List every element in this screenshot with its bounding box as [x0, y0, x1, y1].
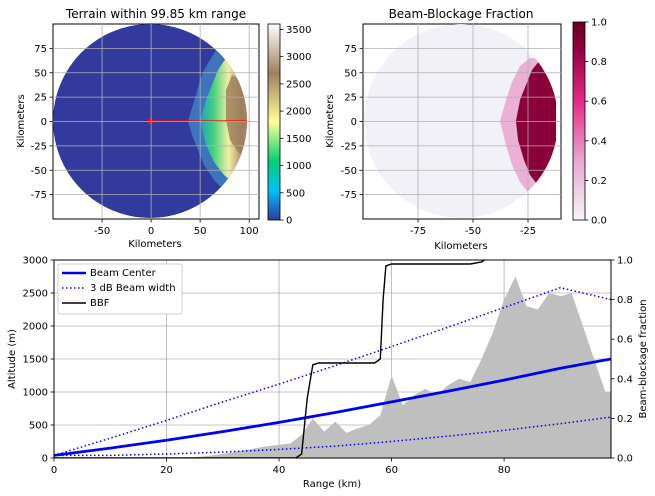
bbf-cb-label-0: 0.0	[591, 216, 607, 227]
profile-y2tick-label-2: 0.4	[617, 374, 633, 385]
terrain-xtick-label-1: 0	[148, 226, 154, 237]
terrain-title: Terrain within 99.85 km range	[65, 7, 246, 21]
bbf-colorbar	[572, 21, 586, 221]
profile-legend: Beam Center 3 dB Beam width BBF	[57, 263, 183, 315]
profile-ytick-label-5: 2500	[23, 289, 48, 300]
bbf-grid	[363, 24, 561, 219]
terrain-ytick-label-4: -25	[31, 141, 47, 152]
terrain-colorbar	[267, 23, 281, 221]
bbf-ylabel: Kilometers	[325, 94, 336, 148]
bbf-xtick-label-0: -75	[410, 226, 426, 237]
bbf-cb-label-2: 0.4	[591, 136, 607, 147]
terrain-ytick-label-1: 50	[34, 68, 47, 79]
terrain-map-panel: -50 0 50 100 75 50 25 0 -25 -50 -75 Terrain within…	[16, 7, 311, 250]
terrain-ylabel: Kilometers	[16, 94, 27, 148]
bbf-ticks: -75 -50 -25 75 50 25 0 -25 -50 -75	[341, 44, 537, 237]
bbf-ytick-label-6: -75	[341, 190, 357, 201]
terrain-cb-label-2: 1000	[286, 161, 311, 172]
profile-ytick-label-6: 3000	[23, 256, 48, 267]
bbf-ytick-label-2: 25	[344, 93, 357, 104]
legend-label-beam-width: 3 dB Beam width	[90, 283, 176, 294]
terrain-ytick-label-2: 25	[34, 93, 47, 104]
bbf-ytick-label-4: -25	[341, 141, 357, 152]
bbf-map-panel: -75 -50 -25 75 50 25 0 -25 -50 -75 Beam-Blockage …	[325, 7, 607, 252]
bbf-ytick-label-1: 50	[344, 68, 357, 79]
profile-y2label: Beam-blockage fraction	[638, 299, 649, 418]
terrain-grid	[53, 24, 259, 219]
series-line-3	[54, 260, 485, 458]
terrain-ytick-label-3: 0	[41, 117, 47, 128]
terrain-cb-label-0: 0	[286, 216, 292, 227]
profile-y2tick-label-0: 0.0	[617, 454, 633, 465]
bbf-ytick-label-5: -50	[341, 166, 357, 177]
bbf-colorbar-ticks: 0.0 0.2 0.4 0.6 0.8 1.0	[585, 18, 607, 227]
legend-box	[57, 263, 183, 315]
profile-ytick-label-0: 0	[42, 454, 48, 465]
terrain-colorbar-ticks: 0 500 1000 1500 2000 2500 3000 3500	[280, 25, 311, 227]
profile-series	[54, 260, 611, 458]
profile-xtick-label-4: 80	[498, 465, 511, 476]
profile-ytick-label-1: 500	[29, 421, 48, 432]
legend-label-bbf: BBF	[90, 298, 110, 309]
bbf-cb-label-1: 0.2	[591, 176, 607, 187]
bbf-xtick-label-2: -25	[520, 226, 536, 237]
profile-xtick-label-1: 20	[160, 465, 173, 476]
profile-xtick-label-2: 40	[273, 465, 286, 476]
legend-label-beam-center: Beam Center	[90, 268, 157, 279]
profile-ytick-label-3: 1500	[23, 355, 48, 366]
terrain-ticks: -50 0 50 100 75 50 25 0 -25 -50 -75	[31, 44, 259, 237]
profile-ticks: 0 20 40 60 80 0 500 1000 1500 2000 2500 3000 0.0 0.2 0…	[23, 256, 633, 477]
bbf-cb-label-3: 0.6	[591, 97, 607, 108]
terrain-cb-label-5: 2500	[286, 79, 311, 90]
terrain-xtick-label-3: 100	[240, 226, 259, 237]
profile-y2tick-label-5: 1.0	[617, 256, 633, 267]
terrain-xtick-label-2: 50	[194, 226, 207, 237]
terrain-ytick-label-0: 75	[34, 44, 47, 55]
profile-ylabel: Altitude (m)	[7, 329, 18, 389]
profile-xtick-label-0: 0	[51, 465, 57, 476]
bbf-ytick-label-3: 0	[351, 117, 357, 128]
terrain-xlabel: Kilometers	[128, 239, 182, 250]
terrain-cb-label-4: 2000	[286, 107, 311, 118]
profile-y2tick-label-4: 0.8	[617, 295, 633, 306]
terrain-xtick-label-0: -50	[94, 226, 110, 237]
terrain-cb-label-1: 500	[286, 188, 305, 199]
terrain-cb-label-3: 1500	[286, 134, 311, 145]
bbf-ytick-label-0: 75	[344, 44, 357, 55]
profile-xlabel: Range (km)	[303, 479, 361, 490]
series-line-0	[54, 357, 611, 457]
bbf-full-blockage	[516, 60, 556, 192]
profile-ytick-label-4: 2000	[23, 322, 48, 333]
bbf-cb-label-5: 1.0	[591, 18, 607, 29]
profile-xtick-label-3: 60	[385, 465, 398, 476]
terrain-cb-label-6: 3000	[286, 52, 311, 63]
bbf-xtick-label-1: -50	[465, 226, 481, 237]
beam-profile-panel: 0 20 40 60 80 0 500 1000 1500 2000 2500 3000 0.0 0.2 0…	[7, 256, 649, 491]
profile-ytick-label-2: 1000	[23, 388, 48, 399]
radar-site-marker	[147, 118, 153, 124]
terrain-ytick-label-6: -75	[31, 190, 47, 201]
profile-y2tick-label-3: 0.6	[617, 335, 633, 346]
terrain-cb-label-7: 3500	[286, 25, 311, 36]
terrain-profile-area	[54, 276, 611, 458]
bbf-title: Beam-Blockage Fraction	[389, 7, 534, 21]
profile-y2tick-label-1: 0.2	[617, 414, 633, 425]
terrain-ytick-label-5: -50	[31, 166, 47, 177]
bbf-cb-label-4: 0.8	[591, 57, 607, 68]
bbf-xlabel: Kilometers	[434, 241, 488, 252]
